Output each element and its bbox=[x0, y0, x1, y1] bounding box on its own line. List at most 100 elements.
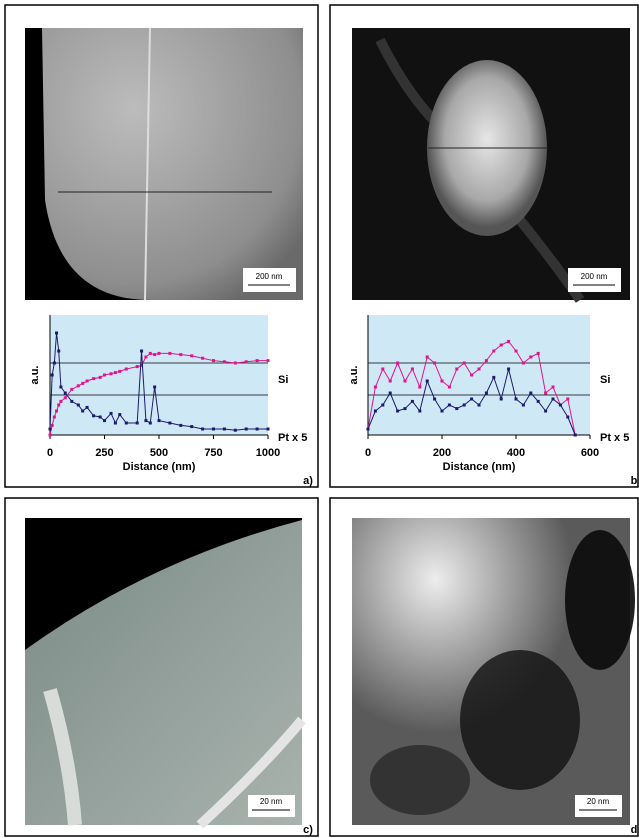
point bbox=[55, 410, 58, 413]
plot-area bbox=[368, 315, 590, 435]
point bbox=[86, 380, 89, 383]
point bbox=[433, 398, 436, 401]
point bbox=[522, 362, 525, 365]
series-label: Pt x 5 bbox=[600, 432, 629, 444]
panel-label: b bbox=[631, 475, 638, 487]
point bbox=[190, 354, 193, 357]
point bbox=[404, 407, 407, 410]
point bbox=[441, 380, 444, 383]
point bbox=[381, 368, 384, 371]
point bbox=[212, 359, 215, 362]
point bbox=[223, 360, 226, 363]
point bbox=[190, 425, 193, 428]
point bbox=[418, 410, 421, 413]
point bbox=[426, 380, 429, 383]
point bbox=[51, 424, 54, 427]
point bbox=[53, 416, 56, 419]
point bbox=[136, 365, 139, 368]
point bbox=[149, 422, 152, 425]
point bbox=[500, 344, 503, 347]
point bbox=[478, 368, 481, 371]
point bbox=[144, 356, 147, 359]
point bbox=[118, 413, 121, 416]
point bbox=[136, 422, 139, 425]
x-axis-label: Distance (nm) bbox=[123, 461, 196, 473]
point bbox=[433, 362, 436, 365]
scale-label: 20 nm bbox=[260, 797, 283, 806]
point bbox=[110, 372, 113, 375]
point bbox=[70, 400, 73, 403]
particle bbox=[42, 28, 303, 300]
point bbox=[256, 359, 259, 362]
series-label: Si bbox=[278, 374, 288, 386]
point bbox=[507, 340, 510, 343]
figure: 200 nm 200 nm 20 nm 20 nm a) b c) d 0250… bbox=[0, 0, 639, 838]
point bbox=[374, 410, 377, 413]
point bbox=[59, 400, 62, 403]
x-axis-label: Distance (nm) bbox=[443, 461, 516, 473]
point bbox=[522, 404, 525, 407]
point bbox=[544, 392, 547, 395]
x-tick-label: 0 bbox=[365, 447, 371, 459]
point bbox=[381, 404, 384, 407]
panel-label: c) bbox=[303, 824, 313, 836]
point bbox=[544, 410, 547, 413]
point bbox=[234, 429, 237, 432]
point bbox=[53, 362, 56, 365]
page: 200 nm 200 nm 20 nm 20 nm a) b c) d 0250… bbox=[0, 0, 639, 838]
point bbox=[59, 386, 62, 389]
point bbox=[418, 386, 421, 389]
point bbox=[103, 419, 106, 422]
void bbox=[565, 530, 635, 670]
point bbox=[158, 352, 161, 355]
point bbox=[168, 422, 171, 425]
point bbox=[492, 350, 495, 353]
point bbox=[51, 374, 54, 377]
point bbox=[389, 392, 392, 395]
panel-label: a) bbox=[303, 475, 313, 487]
point bbox=[470, 398, 473, 401]
point bbox=[179, 424, 182, 427]
point bbox=[500, 398, 503, 401]
point bbox=[396, 362, 399, 365]
point bbox=[559, 404, 562, 407]
point bbox=[114, 422, 117, 425]
point bbox=[552, 386, 555, 389]
point bbox=[144, 419, 147, 422]
scale-label: 200 nm bbox=[581, 272, 608, 281]
x-tick-label: 250 bbox=[95, 447, 113, 459]
point bbox=[153, 353, 156, 356]
point bbox=[267, 428, 270, 431]
x-tick-label: 400 bbox=[507, 447, 525, 459]
point bbox=[64, 396, 67, 399]
point bbox=[92, 377, 95, 380]
point bbox=[158, 419, 161, 422]
point bbox=[57, 350, 60, 353]
point bbox=[455, 368, 458, 371]
point bbox=[529, 392, 532, 395]
point bbox=[201, 428, 204, 431]
point bbox=[485, 359, 488, 362]
point bbox=[529, 356, 532, 359]
point bbox=[125, 422, 128, 425]
point bbox=[81, 382, 84, 385]
x-tick-label: 500 bbox=[150, 447, 168, 459]
void bbox=[460, 650, 580, 790]
point bbox=[448, 404, 451, 407]
point bbox=[507, 368, 510, 371]
point bbox=[114, 371, 117, 374]
point bbox=[367, 428, 370, 431]
point bbox=[81, 410, 84, 413]
point bbox=[153, 386, 156, 389]
point bbox=[574, 434, 577, 437]
point bbox=[404, 380, 407, 383]
point bbox=[201, 357, 204, 360]
point bbox=[374, 386, 377, 389]
point bbox=[57, 404, 60, 407]
point bbox=[396, 410, 399, 413]
point bbox=[125, 368, 128, 371]
point bbox=[92, 414, 95, 417]
point bbox=[463, 362, 466, 365]
scale-label: 20 nm bbox=[587, 797, 610, 806]
point bbox=[515, 398, 518, 401]
